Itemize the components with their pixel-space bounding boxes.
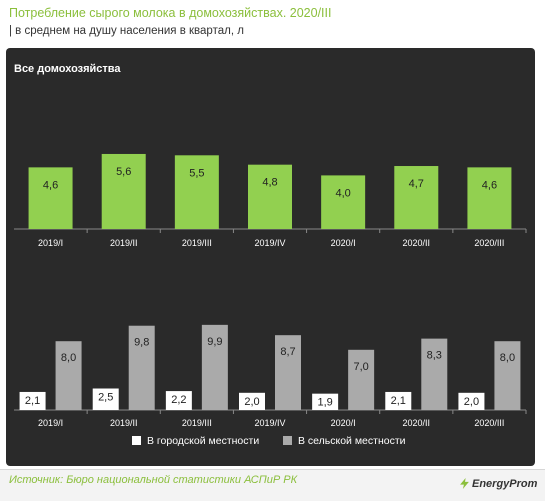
top-data-label: 5,6 [116, 166, 131, 178]
chart-subtitle: | в среднем на душу населения в квартал,… [9, 25, 244, 37]
legend-swatch-rural [283, 436, 292, 445]
legend: В городской местности В сельской местност… [132, 435, 406, 447]
rural-data-label: 8,0 [500, 352, 515, 364]
urban-data-label: 2,5 [98, 392, 113, 404]
urban-bar [312, 393, 339, 410]
top-tick-label: 2020/II [403, 238, 431, 248]
rural-bar [128, 325, 155, 410]
bottom-tick-label: 2019/I [38, 418, 63, 428]
top-data-label: 4,8 [262, 177, 277, 189]
top-bar [394, 166, 439, 229]
rural-data-label: 9,8 [134, 337, 149, 349]
legend-label-rural: В сельской местности [298, 435, 406, 447]
top-data-label: 4,6 [43, 179, 58, 191]
top-data-label: 4,0 [335, 187, 350, 199]
urban-data-label: 1,9 [317, 397, 332, 409]
rural-data-label: 8,7 [280, 346, 295, 358]
urban-bar [165, 391, 192, 410]
source-note: Источник: Бюро национальной статистики А… [9, 474, 298, 486]
top-bar [28, 167, 73, 229]
top-bar [248, 164, 292, 229]
urban-data-label: 2,0 [244, 396, 259, 408]
bottom-tick-label: 2020/III [474, 418, 504, 428]
top-tick-label: 2019/III [182, 238, 212, 248]
urban-data-label: 2,1 [391, 395, 406, 407]
top-tick-label: 2019/I [38, 238, 63, 248]
urban-bar [385, 391, 412, 410]
chart-title: Потребление сырого молока в домохозяйств… [9, 6, 332, 20]
bottom-tick-label: 2019/IV [254, 418, 285, 428]
footer-bar [0, 469, 545, 501]
top-data-label: 4,7 [409, 178, 424, 190]
urban-data-label: 2,1 [25, 395, 40, 407]
rural-data-label: 8,0 [61, 352, 76, 364]
chart-panel: Все домохозяйства 4,6 2019/I 5,6 2019/II 5,5… [6, 48, 535, 466]
rural-bar [275, 335, 301, 410]
bottom-tick-label: 2020/II [403, 418, 431, 428]
top-chart: 4,6 2019/I 5,6 2019/II 5,5 2019/III 4,8 2019/IV… [14, 153, 527, 248]
urban-data-label: 2,0 [464, 396, 479, 408]
rural-bar [55, 341, 82, 410]
top-data-label: 5,5 [189, 167, 204, 179]
top-tick-label: 2020/III [474, 238, 504, 248]
top-tick-label: 2019/II [110, 238, 138, 248]
urban-bar [19, 391, 46, 410]
rural-data-label: 8,3 [427, 350, 442, 362]
urban-data-label: 2,2 [171, 394, 186, 406]
rural-bar [494, 341, 521, 410]
urban-bar [458, 392, 485, 410]
top-bar [467, 167, 512, 229]
urban-bar [239, 392, 265, 410]
rural-bar [201, 324, 228, 410]
bottom-tick-label: 2020/I [331, 418, 356, 428]
top-tick-label: 2019/IV [254, 238, 285, 248]
rural-bar [348, 349, 375, 410]
legend-label-urban: В городской местности [147, 435, 259, 447]
top-bar [321, 175, 366, 229]
chart-svg: Все домохозяйства 4,6 2019/I 5,6 2019/II 5,5… [14, 63, 527, 447]
lightning-icon [460, 478, 469, 489]
bottom-tick-label: 2019/III [182, 418, 212, 428]
rural-data-label: 7,0 [353, 361, 368, 373]
bottom-chart: 2,1 8,0 2019/I 2,5 9,8 2019/II 2,2 9,9 2019/III 2… [14, 324, 527, 428]
top-bar [101, 153, 146, 229]
brand-logo: EnergyProm [472, 478, 538, 490]
legend-swatch-urban [132, 436, 141, 445]
top-bar [174, 155, 219, 229]
urban-bar [92, 388, 119, 410]
top-chart-title: Все домохозяйства [14, 63, 121, 75]
rural-data-label: 9,9 [207, 336, 222, 348]
top-data-label: 4,6 [482, 179, 497, 191]
top-tick-label: 2020/I [331, 238, 356, 248]
bottom-tick-label: 2019/II [110, 418, 138, 428]
rural-bar [421, 338, 448, 410]
